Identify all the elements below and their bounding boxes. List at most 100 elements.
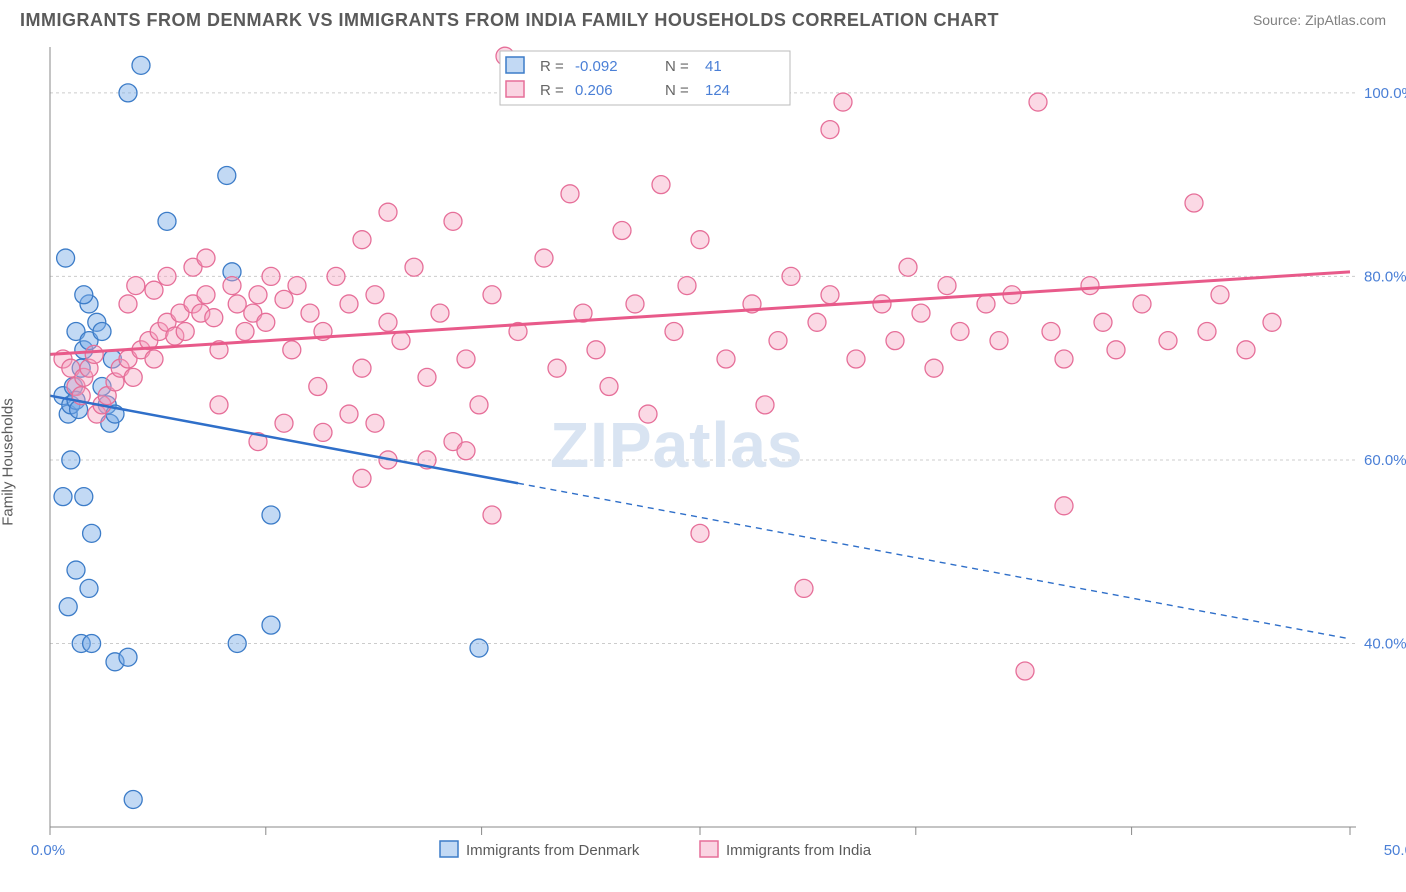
data-point (834, 93, 852, 111)
data-point (951, 322, 969, 340)
data-point (145, 350, 163, 368)
data-point (205, 309, 223, 327)
data-point (587, 341, 605, 359)
data-point (197, 249, 215, 267)
data-point (1094, 313, 1112, 331)
data-point (275, 290, 293, 308)
data-point (314, 423, 332, 441)
data-point (405, 258, 423, 276)
data-point (83, 634, 101, 652)
data-point (795, 579, 813, 597)
watermark: ZIPatlas (550, 409, 803, 481)
data-point (353, 231, 371, 249)
data-point (1263, 313, 1281, 331)
data-point (912, 304, 930, 322)
data-point (808, 313, 826, 331)
data-point (132, 56, 150, 74)
data-point (613, 222, 631, 240)
data-point (1042, 322, 1060, 340)
data-point (75, 488, 93, 506)
data-point (626, 295, 644, 313)
data-point (228, 634, 246, 652)
data-point (353, 359, 371, 377)
data-point (691, 524, 709, 542)
data-point (127, 277, 145, 295)
y-tick-label: 60.0% (1364, 452, 1406, 469)
data-point (80, 579, 98, 597)
x-tick-label: 0.0% (31, 842, 65, 859)
data-point (366, 414, 384, 432)
data-point (483, 506, 501, 524)
data-point (257, 313, 275, 331)
data-point (756, 396, 774, 414)
data-point (717, 350, 735, 368)
data-point (1133, 295, 1151, 313)
data-point (340, 295, 358, 313)
data-point (327, 267, 345, 285)
svg-text:N =: N = (665, 82, 689, 99)
data-point (457, 442, 475, 460)
data-point (678, 277, 696, 295)
data-point (119, 648, 137, 666)
x-tick-label: 50.0% (1384, 842, 1406, 859)
data-point (639, 405, 657, 423)
data-point (145, 281, 163, 299)
svg-text:Immigrants from India: Immigrants from India (726, 842, 872, 859)
data-point (288, 277, 306, 295)
svg-text:41: 41 (705, 58, 722, 75)
data-point (1029, 93, 1047, 111)
data-point (283, 341, 301, 359)
data-point (262, 616, 280, 634)
data-point (218, 166, 236, 184)
data-point (561, 185, 579, 203)
data-point (782, 267, 800, 285)
data-point (847, 350, 865, 368)
data-point (75, 286, 93, 304)
data-point (470, 396, 488, 414)
data-point (54, 488, 72, 506)
data-point (548, 359, 566, 377)
data-point (873, 295, 891, 313)
data-point (444, 212, 462, 230)
data-point (392, 332, 410, 350)
data-point (236, 322, 254, 340)
data-point (769, 332, 787, 350)
data-point (223, 277, 241, 295)
data-point (821, 121, 839, 139)
data-point (457, 350, 475, 368)
data-point (228, 295, 246, 313)
data-point (925, 359, 943, 377)
data-point (431, 304, 449, 322)
data-point (470, 639, 488, 657)
data-point (119, 84, 137, 102)
data-point (938, 277, 956, 295)
svg-text:0.206: 0.206 (575, 82, 613, 99)
data-point (652, 176, 670, 194)
data-point (535, 249, 553, 267)
data-point (275, 414, 293, 432)
data-point (249, 286, 267, 304)
data-point (158, 267, 176, 285)
source-label: Source: ZipAtlas.com (1253, 12, 1386, 30)
data-point (483, 286, 501, 304)
data-point (1237, 341, 1255, 359)
data-point (366, 286, 384, 304)
svg-text:N =: N = (665, 58, 689, 75)
data-point (600, 378, 618, 396)
data-point (899, 258, 917, 276)
series-legend-item: Immigrants from Denmark (440, 841, 640, 859)
svg-text:Immigrants from Denmark: Immigrants from Denmark (466, 842, 640, 859)
svg-text:-0.092: -0.092 (575, 58, 618, 75)
data-point (210, 396, 228, 414)
data-point (119, 295, 137, 313)
data-point (821, 286, 839, 304)
data-point (124, 368, 142, 386)
data-point (1185, 194, 1203, 212)
data-point (418, 368, 436, 386)
data-point (124, 790, 142, 808)
data-point (691, 231, 709, 249)
data-point (59, 598, 77, 616)
data-point (1055, 350, 1073, 368)
data-point (197, 286, 215, 304)
data-point (158, 212, 176, 230)
